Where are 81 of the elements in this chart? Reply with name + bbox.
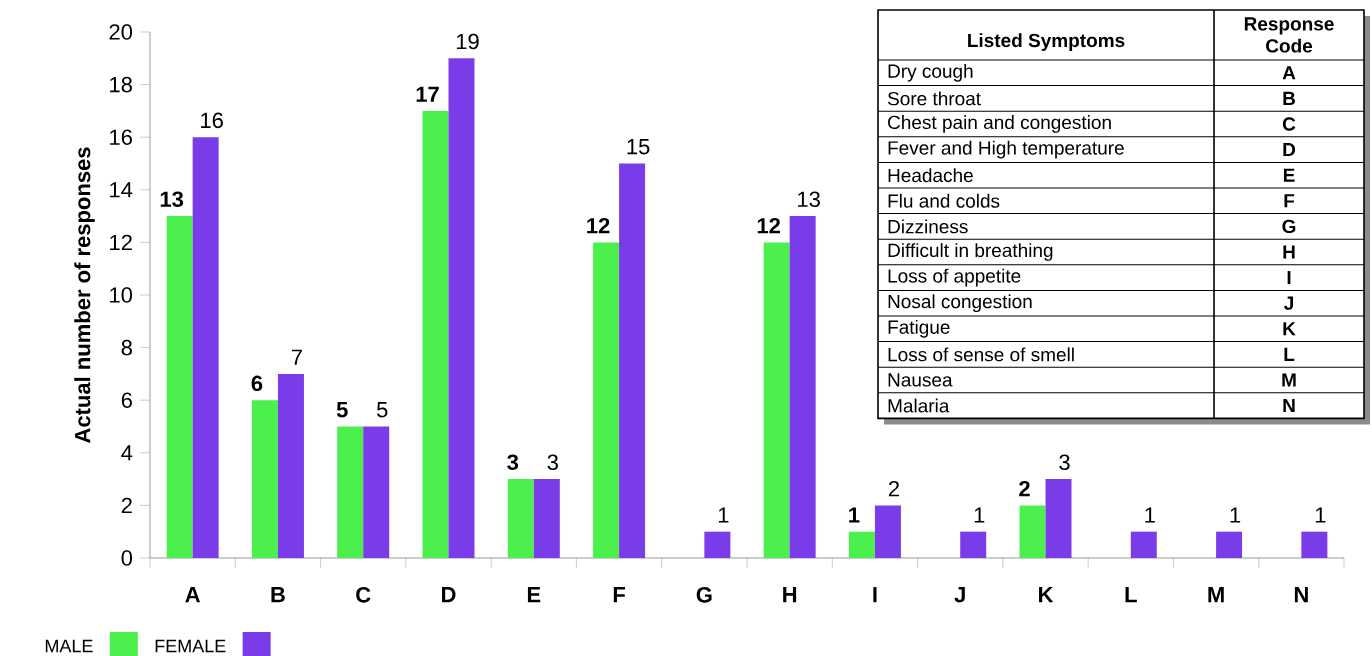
annotation: Flu and colds	[888, 193, 1000, 208]
category-label: I	[1287, 271, 1291, 285]
annotation: Difficult in breathing	[888, 243, 1053, 261]
y-tick-label: 0	[121, 550, 133, 566]
annotation: Fatigue	[888, 319, 950, 338]
category-label: K	[1283, 322, 1296, 336]
annotation: Malaria	[888, 398, 950, 413]
y-tick-label: 4	[121, 445, 133, 461]
x-tick-label: B	[271, 587, 285, 603]
data-label: 1	[849, 507, 860, 523]
data-label: 17	[416, 86, 439, 102]
annotation: Nosal congestion	[888, 294, 1032, 313]
annotation: Chest pain and congestion	[888, 115, 1111, 133]
x-tick-label: I	[873, 587, 877, 603]
category-label: L	[1284, 347, 1295, 361]
x-tick-label: H	[783, 587, 797, 603]
y-tick-label: 14	[110, 182, 133, 198]
data-label: 1	[974, 507, 985, 523]
x-tick-label: A	[185, 587, 201, 603]
x-tick-label: D	[442, 587, 456, 603]
y-axis-title: Actual number of responses	[74, 147, 95, 443]
y-tick-label: 10	[110, 287, 133, 303]
data-label: 7	[291, 349, 302, 365]
category-label: M	[1282, 373, 1296, 387]
data-label: 1	[1145, 507, 1155, 523]
category-label: N	[1283, 399, 1295, 413]
y-tick-label: 12	[110, 234, 132, 251]
data-label: 12	[587, 217, 610, 234]
annotation: Listed Symptoms	[968, 33, 1125, 51]
data-label: 1	[718, 507, 729, 523]
data-label: 15	[627, 139, 650, 155]
data-label: 6	[251, 375, 263, 392]
category-label: J	[1284, 296, 1294, 310]
annotation: Sore throat	[887, 91, 981, 106]
data-label: 16	[201, 112, 223, 129]
data-label: 19	[456, 33, 479, 50]
annotation: Loss of appetite	[888, 268, 1021, 287]
x-tick-label: C	[356, 587, 371, 603]
x-tick-label: K	[1039, 587, 1054, 603]
data-label: 13	[798, 191, 820, 208]
data-label: 5	[376, 402, 388, 418]
data-label: 3	[1059, 454, 1070, 471]
x-tick-label: J	[954, 587, 965, 603]
legend-label: MALE	[45, 639, 93, 653]
y-tick-label: 8	[121, 339, 132, 356]
y-tick-label: 2	[121, 497, 132, 514]
data-label: 5	[336, 402, 348, 418]
y-tick-label: 18	[110, 76, 132, 93]
annotation: Dizziness	[888, 219, 968, 234]
x-tick-label: L	[1125, 587, 1137, 603]
category-label: A	[1282, 66, 1296, 80]
x-tick-label: E	[527, 587, 541, 603]
annotation: Dry cough	[888, 63, 973, 82]
data-label: 3	[507, 454, 519, 471]
y-tick-label: 16	[110, 129, 132, 145]
category-label: G	[1282, 219, 1296, 234]
data-label: 1	[1230, 507, 1241, 523]
x-tick-label: G	[696, 587, 712, 603]
x-tick-label: N	[1294, 587, 1308, 603]
data-label: 2	[888, 480, 899, 497]
y-tick-label: 6	[121, 392, 132, 408]
category-label: F	[1284, 194, 1295, 208]
category-label: B	[1283, 91, 1296, 105]
legend-label: FEMALE	[155, 639, 226, 653]
data-label: 13	[160, 191, 184, 208]
x-tick-label: F	[613, 587, 625, 603]
category-label: E	[1283, 168, 1295, 182]
x-tick-label: M	[1208, 587, 1224, 603]
annotation: Headache	[888, 168, 973, 183]
annotation: Fever and High temperature	[888, 140, 1124, 159]
category-label: H	[1283, 245, 1295, 259]
data-label: 3	[547, 454, 558, 471]
data-label: 2	[1019, 480, 1030, 497]
y-tick-label: 20	[109, 24, 133, 40]
data-label: 1	[1315, 507, 1326, 523]
category-label: C	[1282, 117, 1296, 131]
category-label: D	[1283, 143, 1296, 157]
annotation: Nausea	[888, 373, 953, 387]
data-label: 12	[757, 217, 780, 234]
annotation: Loss of sense of smell	[888, 347, 1074, 362]
annotation: Response Code	[1244, 17, 1334, 53]
